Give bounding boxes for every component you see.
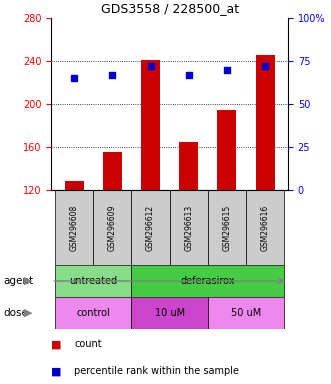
Text: GSM296615: GSM296615 (222, 204, 231, 251)
Bar (55, 265, 131, 297)
Point (262, 63, 268, 69)
Point (71, 75, 77, 81)
Text: GSM296612: GSM296612 (146, 204, 155, 251)
Text: 10 uM: 10 uM (155, 308, 185, 318)
Text: deferasirox: deferasirox (180, 276, 235, 286)
Text: percentile rank within the sample: percentile rank within the sample (74, 366, 239, 376)
Point (224, 66, 229, 73)
Text: GSM296608: GSM296608 (70, 204, 79, 251)
Text: 50 uM: 50 uM (231, 308, 261, 318)
Bar (256, 55, 275, 190)
Text: agent: agent (3, 276, 33, 286)
Bar (208, 297, 284, 329)
Bar (131, 297, 208, 329)
Text: ■: ■ (51, 366, 62, 376)
Text: GSM296613: GSM296613 (184, 204, 193, 251)
Bar (65, 181, 84, 190)
Text: untreated: untreated (69, 276, 118, 286)
Bar (55, 190, 93, 265)
Bar (208, 190, 246, 265)
Text: GSM296616: GSM296616 (260, 204, 269, 251)
Point (186, 72, 191, 78)
Text: control: control (76, 308, 110, 318)
Bar (141, 60, 160, 190)
Bar (93, 190, 131, 265)
Bar (131, 265, 284, 297)
Text: count: count (74, 339, 102, 349)
Text: GSM296609: GSM296609 (108, 204, 117, 251)
Text: ▶: ▶ (24, 276, 32, 286)
Bar (169, 190, 208, 265)
Bar (131, 190, 169, 265)
Bar (55, 297, 131, 329)
Bar (179, 142, 198, 190)
Bar (246, 190, 284, 265)
Text: ■: ■ (51, 339, 62, 349)
Point (110, 72, 115, 78)
Point (148, 63, 153, 69)
Bar (217, 111, 236, 190)
Text: dose: dose (3, 308, 28, 318)
Title: GDS3558 / 228500_at: GDS3558 / 228500_at (101, 2, 239, 15)
Bar (103, 152, 122, 190)
Text: ▶: ▶ (24, 308, 32, 318)
